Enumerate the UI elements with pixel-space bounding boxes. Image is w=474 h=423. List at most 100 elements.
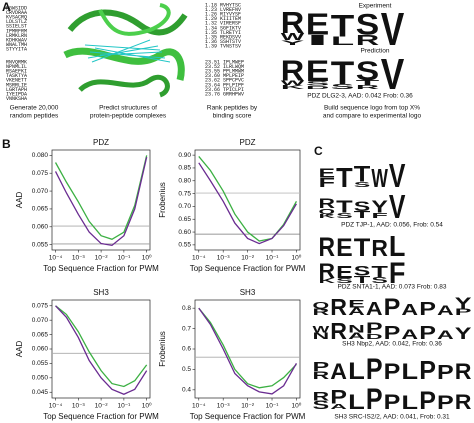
- x-tick-label: 10⁻⁴: [49, 255, 63, 262]
- x-axis-label: Top Sequence Fraction for PWM: [190, 264, 306, 273]
- logo-letter: P: [366, 382, 383, 415]
- chart-title: SH3: [93, 288, 109, 297]
- peptide: SSIELST: [6, 24, 27, 30]
- sheet: [63, 47, 185, 81]
- logo-letter: Y: [281, 39, 306, 47]
- y-axis-label: AAD: [15, 341, 24, 358]
- logo-letter: L: [348, 390, 365, 414]
- logo-letter: P: [313, 360, 330, 375]
- ranked-peptide: 1.23 LVREFNV: [205, 7, 241, 13]
- ranked-peptide: 1.34 SGFIKTV: [205, 25, 241, 31]
- logo-letter: S: [354, 198, 371, 214]
- logo-letter: T: [336, 198, 353, 218]
- logo-letter: R: [313, 391, 330, 404]
- ranked-peptide: 1.18 RVHYTSC: [205, 2, 241, 8]
- peptide: VKENETT: [6, 78, 27, 84]
- y-tick-label: 0.080: [32, 152, 49, 159]
- logo-letter: R: [330, 318, 347, 344]
- y-tick-label: 0.6: [182, 346, 191, 353]
- y-tick-label: 0.060: [32, 346, 49, 353]
- ranked-peptide: 1.36 SSHTSTV: [205, 39, 241, 45]
- logo-letter: S: [354, 263, 371, 279]
- step-caption: Generate 20,000: [10, 105, 59, 112]
- series-line: [198, 307, 297, 395]
- x-tick-label: 10⁻³: [217, 255, 231, 262]
- loop: [78, 74, 170, 98]
- step-caption: Predict structures of: [99, 105, 157, 112]
- logo-letter: W: [313, 325, 331, 336]
- series-line: [54, 156, 148, 247]
- step-caption: Build sequence logo from top X%: [324, 105, 420, 112]
- peptide: LGRTAPH: [6, 87, 27, 93]
- x-tick-label: 10⁻³: [217, 403, 231, 410]
- logo-letter: A: [330, 402, 348, 411]
- y-tick-label: 0.70: [178, 203, 191, 210]
- step-caption: and compare to experimental logo: [323, 113, 422, 120]
- series-line: [54, 155, 148, 241]
- x-tick-label: 10⁻⁴: [192, 403, 206, 410]
- y-tick-label: 0.8: [182, 305, 191, 312]
- x-tick-label: 10⁻²: [95, 255, 109, 262]
- peptide: LRMKLRN: [6, 33, 27, 39]
- logo-letter: A: [348, 331, 365, 342]
- logo-letter: N: [313, 331, 330, 342]
- logo-letter: P: [384, 358, 401, 384]
- logo-letter: P: [384, 390, 401, 414]
- ranked-peptide: 1.39 TVNSTSV: [205, 44, 241, 50]
- protein-structure: [63, 3, 188, 98]
- logo-letter: P: [419, 300, 436, 320]
- x-tick-label: 10⁰: [292, 254, 302, 262]
- logo-letter: V: [389, 190, 406, 227]
- logo-letter: L: [348, 357, 365, 384]
- x-tick-label: 10⁻³: [72, 403, 86, 410]
- y-tick-label: 0.075: [32, 170, 49, 177]
- x-tick-label: 10⁻²: [241, 255, 255, 262]
- x-axis-label: Top Sequence Fraction for PWM: [190, 412, 306, 421]
- ranked-peptide: 23.52 ILRLWQM: [205, 64, 244, 70]
- logo-letter: T: [354, 210, 371, 221]
- y-tick-label: 0.045: [32, 389, 49, 396]
- logo-letter: R: [455, 390, 472, 414]
- y-tick-label: 0.65: [178, 216, 191, 223]
- logo-letter: R: [313, 369, 330, 382]
- y-tick-label: 0.065: [32, 331, 49, 338]
- logo-letter: P: [366, 319, 383, 337]
- ranked-peptide: 1.32 VIRERSF: [205, 21, 241, 27]
- chart-title: PDZ: [240, 138, 256, 147]
- ranked-peptide: 1.26 RIYVYSF: [205, 12, 241, 18]
- y-axis-label: AAD: [15, 192, 24, 209]
- peptide: TASKTYA: [6, 73, 27, 79]
- peptide: MSRRLIE: [6, 82, 27, 88]
- x-axis-label: Top Sequence Fraction for PWM: [43, 412, 159, 421]
- x-tick-label: 10⁰: [292, 402, 302, 410]
- logo-letter: A: [437, 329, 454, 342]
- peptide: RGWSIDD: [6, 5, 27, 11]
- peptide: CRVDRAA: [6, 10, 27, 16]
- step-caption: random peptides: [10, 113, 59, 120]
- logo-letter: T: [331, 8, 356, 43]
- x-tick-label: 10⁻¹: [117, 403, 131, 410]
- logo-letter: P: [455, 307, 473, 318]
- logo-letter: E: [348, 299, 365, 310]
- logo-letter: S: [313, 399, 330, 412]
- x-tick-label: 10⁻³: [72, 255, 86, 262]
- logo-letter: E: [306, 8, 330, 42]
- peptide: RSAEFKI: [6, 69, 27, 75]
- y-tick-label: 0.075: [32, 302, 49, 309]
- peptide: LDLSTLZ: [6, 19, 27, 25]
- series-line: [55, 305, 148, 388]
- peptide: RNVQRMK: [6, 59, 27, 65]
- y-tick-label: 0.90: [178, 152, 191, 159]
- logo-letter: S: [371, 276, 388, 285]
- logo-letter: S: [356, 8, 380, 41]
- logo-letter: K: [319, 213, 336, 219]
- logo-letter: N: [348, 324, 365, 335]
- y-tick-label: 0.7: [182, 325, 191, 332]
- y-tick-label: 0.85: [178, 165, 191, 172]
- plot-frame: [194, 149, 301, 251]
- logo-letter: S: [336, 277, 353, 285]
- peptide: VNNKSHA: [6, 96, 27, 102]
- ranked-peptide: 23.64 PFLPIPF: [205, 82, 244, 88]
- logo-label: Experiment: [359, 3, 392, 10]
